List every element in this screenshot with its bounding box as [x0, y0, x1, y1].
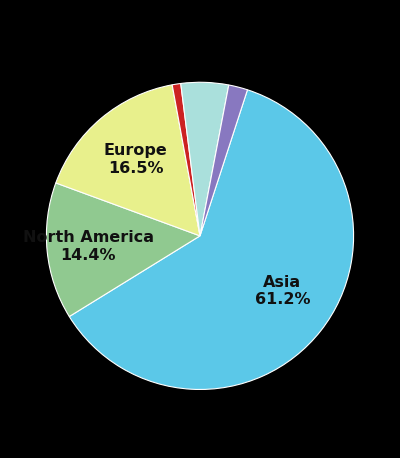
Text: Asia
61.2%: Asia 61.2%	[254, 275, 310, 307]
Wedge shape	[181, 82, 229, 236]
Wedge shape	[46, 183, 200, 316]
Wedge shape	[200, 85, 248, 236]
Text: Europe
16.5%: Europe 16.5%	[104, 143, 168, 176]
Wedge shape	[172, 83, 200, 236]
Wedge shape	[69, 90, 354, 389]
Wedge shape	[56, 85, 200, 236]
Text: North America
14.4%: North America 14.4%	[23, 230, 154, 262]
